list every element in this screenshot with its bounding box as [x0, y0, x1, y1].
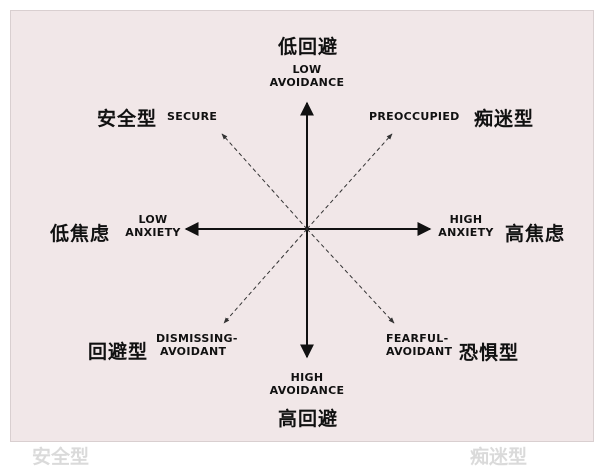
reflection-strip: 安全型 痴迷型 [10, 440, 592, 474]
left-cn-label: 低焦虑 [50, 223, 111, 245]
bottom-cn-label: 高回避 [277, 408, 338, 430]
fearful-cn-label: 恐惧型 [459, 342, 520, 364]
left-en-label: LOW ANXIETY [120, 213, 186, 239]
top-en-label: LOW AVOIDANCE [247, 63, 367, 89]
preoccupied-en-label: PREOCCUPIED [369, 110, 460, 123]
left-en-line2: ANXIETY [125, 226, 181, 239]
dismissing-en-line2: AVOIDANT [160, 345, 227, 358]
fearful-en-line2: AVOIDANT [386, 345, 453, 358]
right-en-line1: HIGH [449, 213, 483, 226]
diagonal-arrow-preoccupied [306, 133, 393, 230]
right-en-label: HIGH ANXIETY [433, 213, 499, 239]
top-en-line2: AVOIDANCE [269, 76, 345, 89]
right-cn-label: 高焦虑 [505, 223, 566, 245]
bottom-en-label: HIGH AVOIDANCE [247, 371, 367, 397]
preoccupied-cn-label: 痴迷型 [474, 108, 535, 130]
top-cn-label: 低回避 [277, 36, 338, 58]
bottom-en-line2: AVOIDANCE [269, 384, 345, 397]
dismissing-en-line1: DISMISSING- [156, 332, 238, 345]
reflection-secure-text: 安全型 [32, 446, 90, 468]
diagonal-arrow-secure [221, 133, 308, 230]
fearful-en-line1: FEARFUL- [386, 332, 449, 345]
fearful-en-label: FEARFUL- AVOIDANT [386, 332, 452, 358]
top-en-line1: LOW [292, 63, 322, 76]
bottom-en-line1: HIGH [290, 371, 324, 384]
diagonal-arrow-fearful [306, 228, 395, 324]
secure-cn-label: 安全型 [97, 108, 158, 130]
right-en-line2: ANXIETY [438, 226, 494, 239]
dismissing-cn-label: 回避型 [88, 341, 149, 363]
secure-en-label: SECURE [167, 110, 218, 123]
diagonal-arrow-dismissing [223, 228, 308, 324]
reflection-preoccupied-text: 痴迷型 [470, 446, 528, 468]
dismissing-en-label: DISMISSING- AVOIDANT [156, 332, 238, 358]
left-en-line1: LOW [138, 213, 168, 226]
